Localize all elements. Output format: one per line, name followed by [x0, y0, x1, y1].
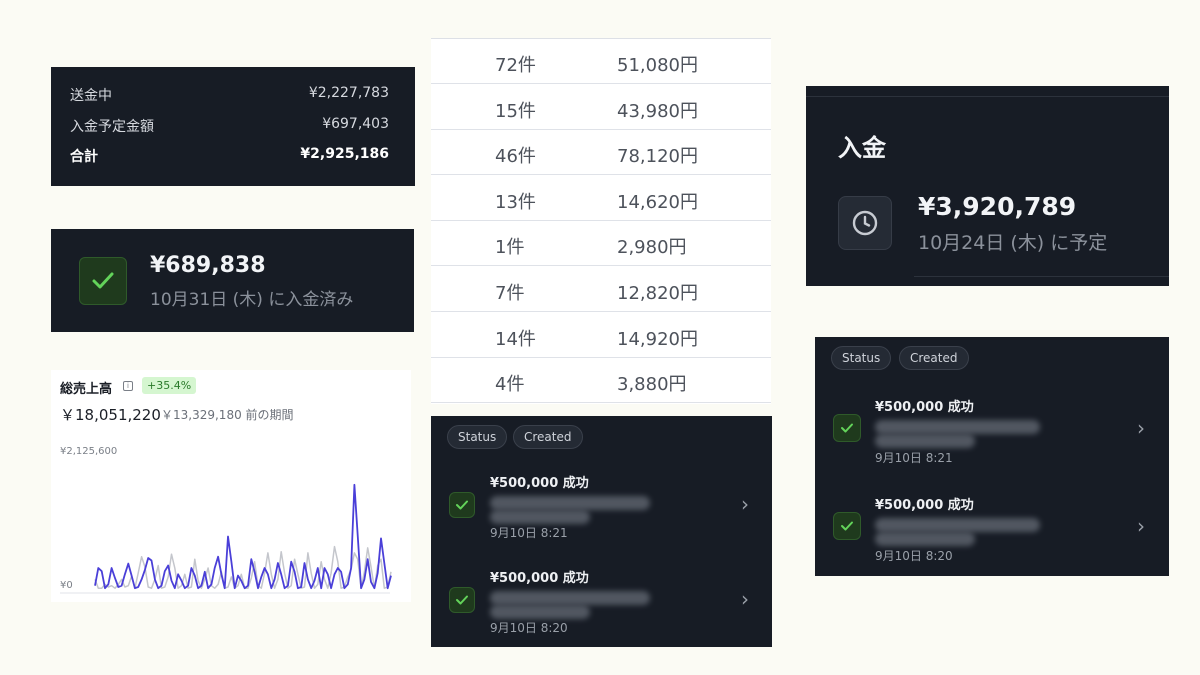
- redacted-description: [875, 434, 975, 448]
- redacted-description: [490, 496, 650, 510]
- check-icon: [833, 512, 861, 540]
- order-row: 14件 14,920円: [431, 313, 771, 358]
- transaction-title: ¥500,000 成功: [875, 498, 974, 513]
- check-icon: [79, 257, 127, 305]
- order-count: 13件: [495, 191, 536, 213]
- summary-label: 入金予定金額: [70, 119, 154, 135]
- gross-sales-card: 総売上高 i +35.4% ￥18,051,220 ￥13,329,180 前の…: [51, 370, 411, 602]
- chevron-right-icon: ›: [1137, 514, 1145, 538]
- redacted-description: [490, 510, 590, 524]
- order-count: 7件: [495, 283, 525, 304]
- summary-row-total: 合計 ¥2,925,186: [70, 146, 389, 166]
- order-row: 7件 12,820円: [431, 267, 771, 312]
- transaction-title: ¥500,000 成功: [490, 571, 589, 586]
- order-amount: 12,820円: [617, 283, 698, 304]
- order-amount: 51,080円: [617, 55, 698, 76]
- created-filter-chip[interactable]: Created: [899, 346, 969, 370]
- summary-value: ¥2,227,783: [308, 85, 389, 101]
- order-row: 46件 78,120円: [431, 130, 771, 176]
- summary-label: 合計: [70, 149, 98, 165]
- deposit-title: 入金: [838, 134, 886, 162]
- transaction-date: 9月10日 8:21: [490, 526, 568, 540]
- order-row: 13件 14,620円: [431, 176, 771, 221]
- order-count: 15件: [495, 100, 536, 122]
- order-count: 1件: [495, 237, 525, 259]
- paid-payout-panel[interactable]: ¥689,838 10月31日 (木) に入金済み: [51, 229, 414, 332]
- payout-summary-panel: 送金中 ¥2,227,783 入金予定金額 ¥697,403 合計 ¥2,925…: [51, 67, 415, 186]
- info-icon[interactable]: i: [123, 381, 133, 391]
- deposit-panel[interactable]: 入金 ¥3,920,789 10月24日 (木) に予定: [806, 86, 1169, 286]
- chevron-right-icon: ›: [1137, 416, 1145, 440]
- y-tick-label-zero: ¥0: [60, 580, 73, 591]
- divider: [806, 96, 1169, 97]
- summary-row-scheduled: 入金予定金額 ¥697,403: [70, 116, 389, 136]
- order-amount: 14,920円: [617, 328, 698, 350]
- sales-line-chart: [60, 483, 392, 594]
- order-row: 4件 3,880円: [431, 358, 771, 404]
- current-period-line: [94, 483, 392, 590]
- deposit-amount: ¥3,920,789: [918, 192, 1077, 221]
- order-amount: 2,980円: [617, 237, 687, 259]
- redacted-description: [875, 518, 1040, 532]
- redacted-description: [875, 420, 1040, 434]
- status-filter-chip[interactable]: Status: [447, 425, 508, 449]
- transaction-date: 9月10日 8:20: [875, 549, 953, 563]
- divider: [914, 276, 1169, 277]
- chevron-right-icon: ›: [741, 587, 749, 611]
- transaction-row[interactable]: ¥500,000 成功 9月10日 8:20 ›: [815, 490, 1169, 576]
- growth-badge: +35.4%: [142, 377, 197, 394]
- clock-icon: [838, 196, 892, 250]
- deposit-date: 10月24日 (木) に予定: [918, 232, 1108, 254]
- summary-row-sending: 送金中 ¥2,227,783: [70, 85, 389, 105]
- transactions-panel-right: Status Created ¥500,000 成功 9月10日 8:21 › …: [815, 337, 1169, 576]
- order-count: 72件: [495, 55, 536, 76]
- paid-status: 10月31日 (木) に入金済み: [150, 290, 354, 310]
- order-amount: 78,120円: [617, 146, 698, 168]
- transaction-row[interactable]: ¥500,000 成功 9月10日 8:21 ›: [815, 392, 1169, 482]
- summary-label: 送金中: [70, 88, 112, 104]
- order-row: 72件 51,080円: [431, 39, 771, 84]
- orders-table: 72件 51,080円 15件 43,980円 46件 78,120円 13件 14,620円…: [431, 38, 771, 404]
- order-row: 15件 43,980円: [431, 85, 771, 130]
- order-count: 14件: [495, 328, 536, 350]
- order-amount: 3,880円: [617, 374, 687, 396]
- y-tick-label-max: ¥2,125,600: [60, 446, 118, 457]
- order-amount: 14,620円: [617, 191, 698, 213]
- transactions-panel-left: Status Created ¥500,000 成功 9月10日 8:21 › …: [431, 416, 772, 647]
- redacted-description: [875, 532, 975, 546]
- created-filter-chip[interactable]: Created: [513, 425, 583, 449]
- order-amount: 43,980円: [617, 100, 698, 122]
- transaction-date: 9月10日 8:21: [875, 451, 953, 465]
- paid-amount: ¥689,838: [150, 253, 266, 278]
- summary-value: ¥2,925,186: [300, 146, 389, 162]
- redacted-description: [490, 591, 650, 605]
- order-row: 1件 2,980円: [431, 221, 771, 267]
- order-count: 4件: [495, 374, 525, 396]
- summary-value: ¥697,403: [322, 116, 389, 132]
- transaction-title: ¥500,000 成功: [875, 400, 974, 415]
- redacted-description: [490, 605, 590, 619]
- transaction-row[interactable]: ¥500,000 成功 9月10日 8:20 ›: [431, 561, 772, 647]
- sales-total: ￥18,051,220: [60, 406, 161, 424]
- check-icon: [449, 587, 475, 613]
- transaction-date: 9月10日 8:20: [490, 621, 568, 635]
- transaction-title: ¥500,000 成功: [490, 476, 589, 491]
- order-count: 46件: [495, 146, 536, 168]
- check-icon: [833, 414, 861, 442]
- sales-previous-period: ￥13,329,180 前の期間: [161, 408, 294, 422]
- sales-title: 総売上高: [60, 382, 113, 397]
- previous-period-line: [94, 545, 392, 589]
- chevron-right-icon: ›: [741, 492, 749, 516]
- status-filter-chip[interactable]: Status: [831, 346, 892, 370]
- transaction-row[interactable]: ¥500,000 成功 9月10日 8:21 ›: [431, 466, 772, 556]
- check-icon: [449, 492, 475, 518]
